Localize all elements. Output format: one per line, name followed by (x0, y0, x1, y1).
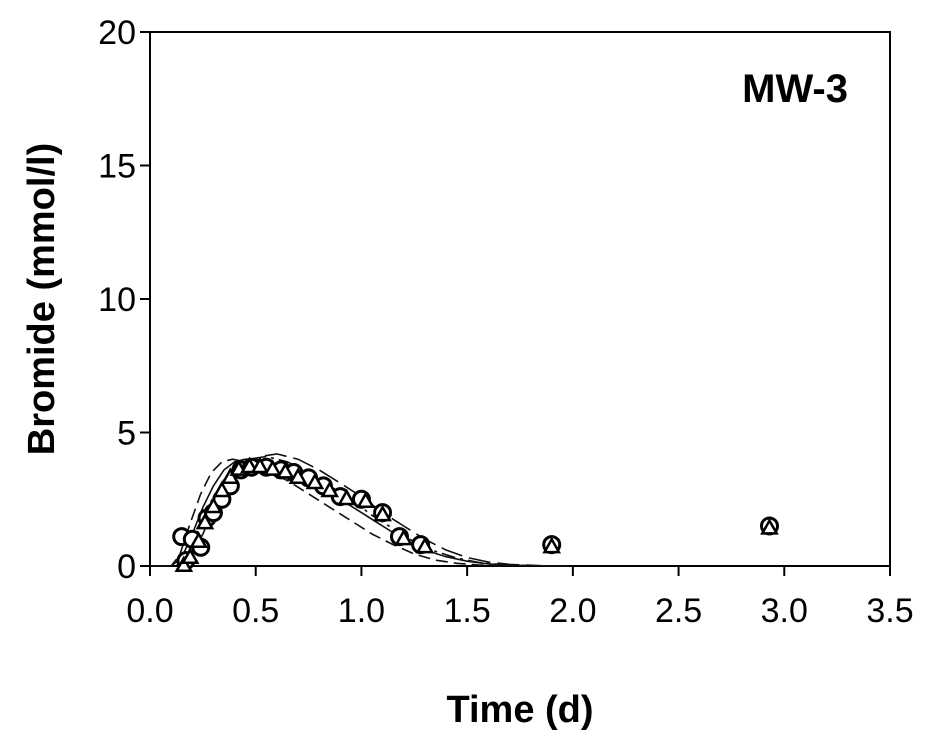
x-tick-label: 3.5 (866, 592, 913, 630)
data-point-triangle (250, 456, 270, 474)
data-point-triangle (760, 518, 779, 535)
data-point-triangle (174, 555, 194, 573)
data-point-triangle (394, 528, 414, 546)
y-tick-label: 0 (117, 548, 136, 586)
data-point-triangle (542, 536, 562, 554)
data-point-triangle (373, 504, 392, 522)
y-axis-title: Bromide (mmol/l) (21, 143, 63, 455)
data-point-triangle (305, 472, 325, 490)
model-curve (150, 453, 569, 567)
x-tick-label: 2.0 (549, 592, 596, 630)
x-tick-label: 2.5 (655, 592, 702, 630)
x-tick-label: 0.5 (232, 592, 279, 630)
x-axis-ticks: 0.0 0.5 1.0 1.5 2.0 2.5 3.0 3.5 (126, 566, 914, 630)
x-tick-label: 3.0 (761, 592, 808, 630)
plot-frame (149, 31, 891, 567)
data-point-triangle (189, 531, 208, 549)
y-tick-label: 10 (98, 281, 136, 319)
data-point-triangle (195, 512, 215, 530)
data-point-triangle (337, 488, 356, 506)
model-curve (150, 458, 510, 567)
x-tick-label: 1.0 (338, 592, 385, 630)
observation-markers (172, 456, 779, 573)
y-tick-label: 20 (98, 14, 136, 52)
x-axis-title: Time (d) (446, 689, 593, 731)
y-tick-label: 15 (98, 148, 136, 186)
data-point-triangle (221, 467, 240, 484)
data-point-triangle (415, 536, 435, 554)
y-axis-ticks: 0 5 10 15 20 (98, 14, 150, 586)
data-point-triangle (320, 480, 340, 498)
panel-label: MW-3 (742, 67, 848, 111)
data-point-triangle (263, 459, 282, 476)
x-tick-label: 1.5 (444, 592, 491, 630)
data-point-triangle (212, 480, 232, 498)
y-tick-label: 5 (117, 415, 136, 453)
data-point-triangle (288, 467, 308, 484)
data-point-triangle (240, 456, 259, 474)
x-tick-label: 0.0 (126, 592, 173, 630)
data-point-triangle (275, 462, 295, 479)
data-point-triangle (180, 547, 200, 565)
data-point-triangle (204, 496, 223, 514)
data-point-triangle (356, 491, 375, 508)
